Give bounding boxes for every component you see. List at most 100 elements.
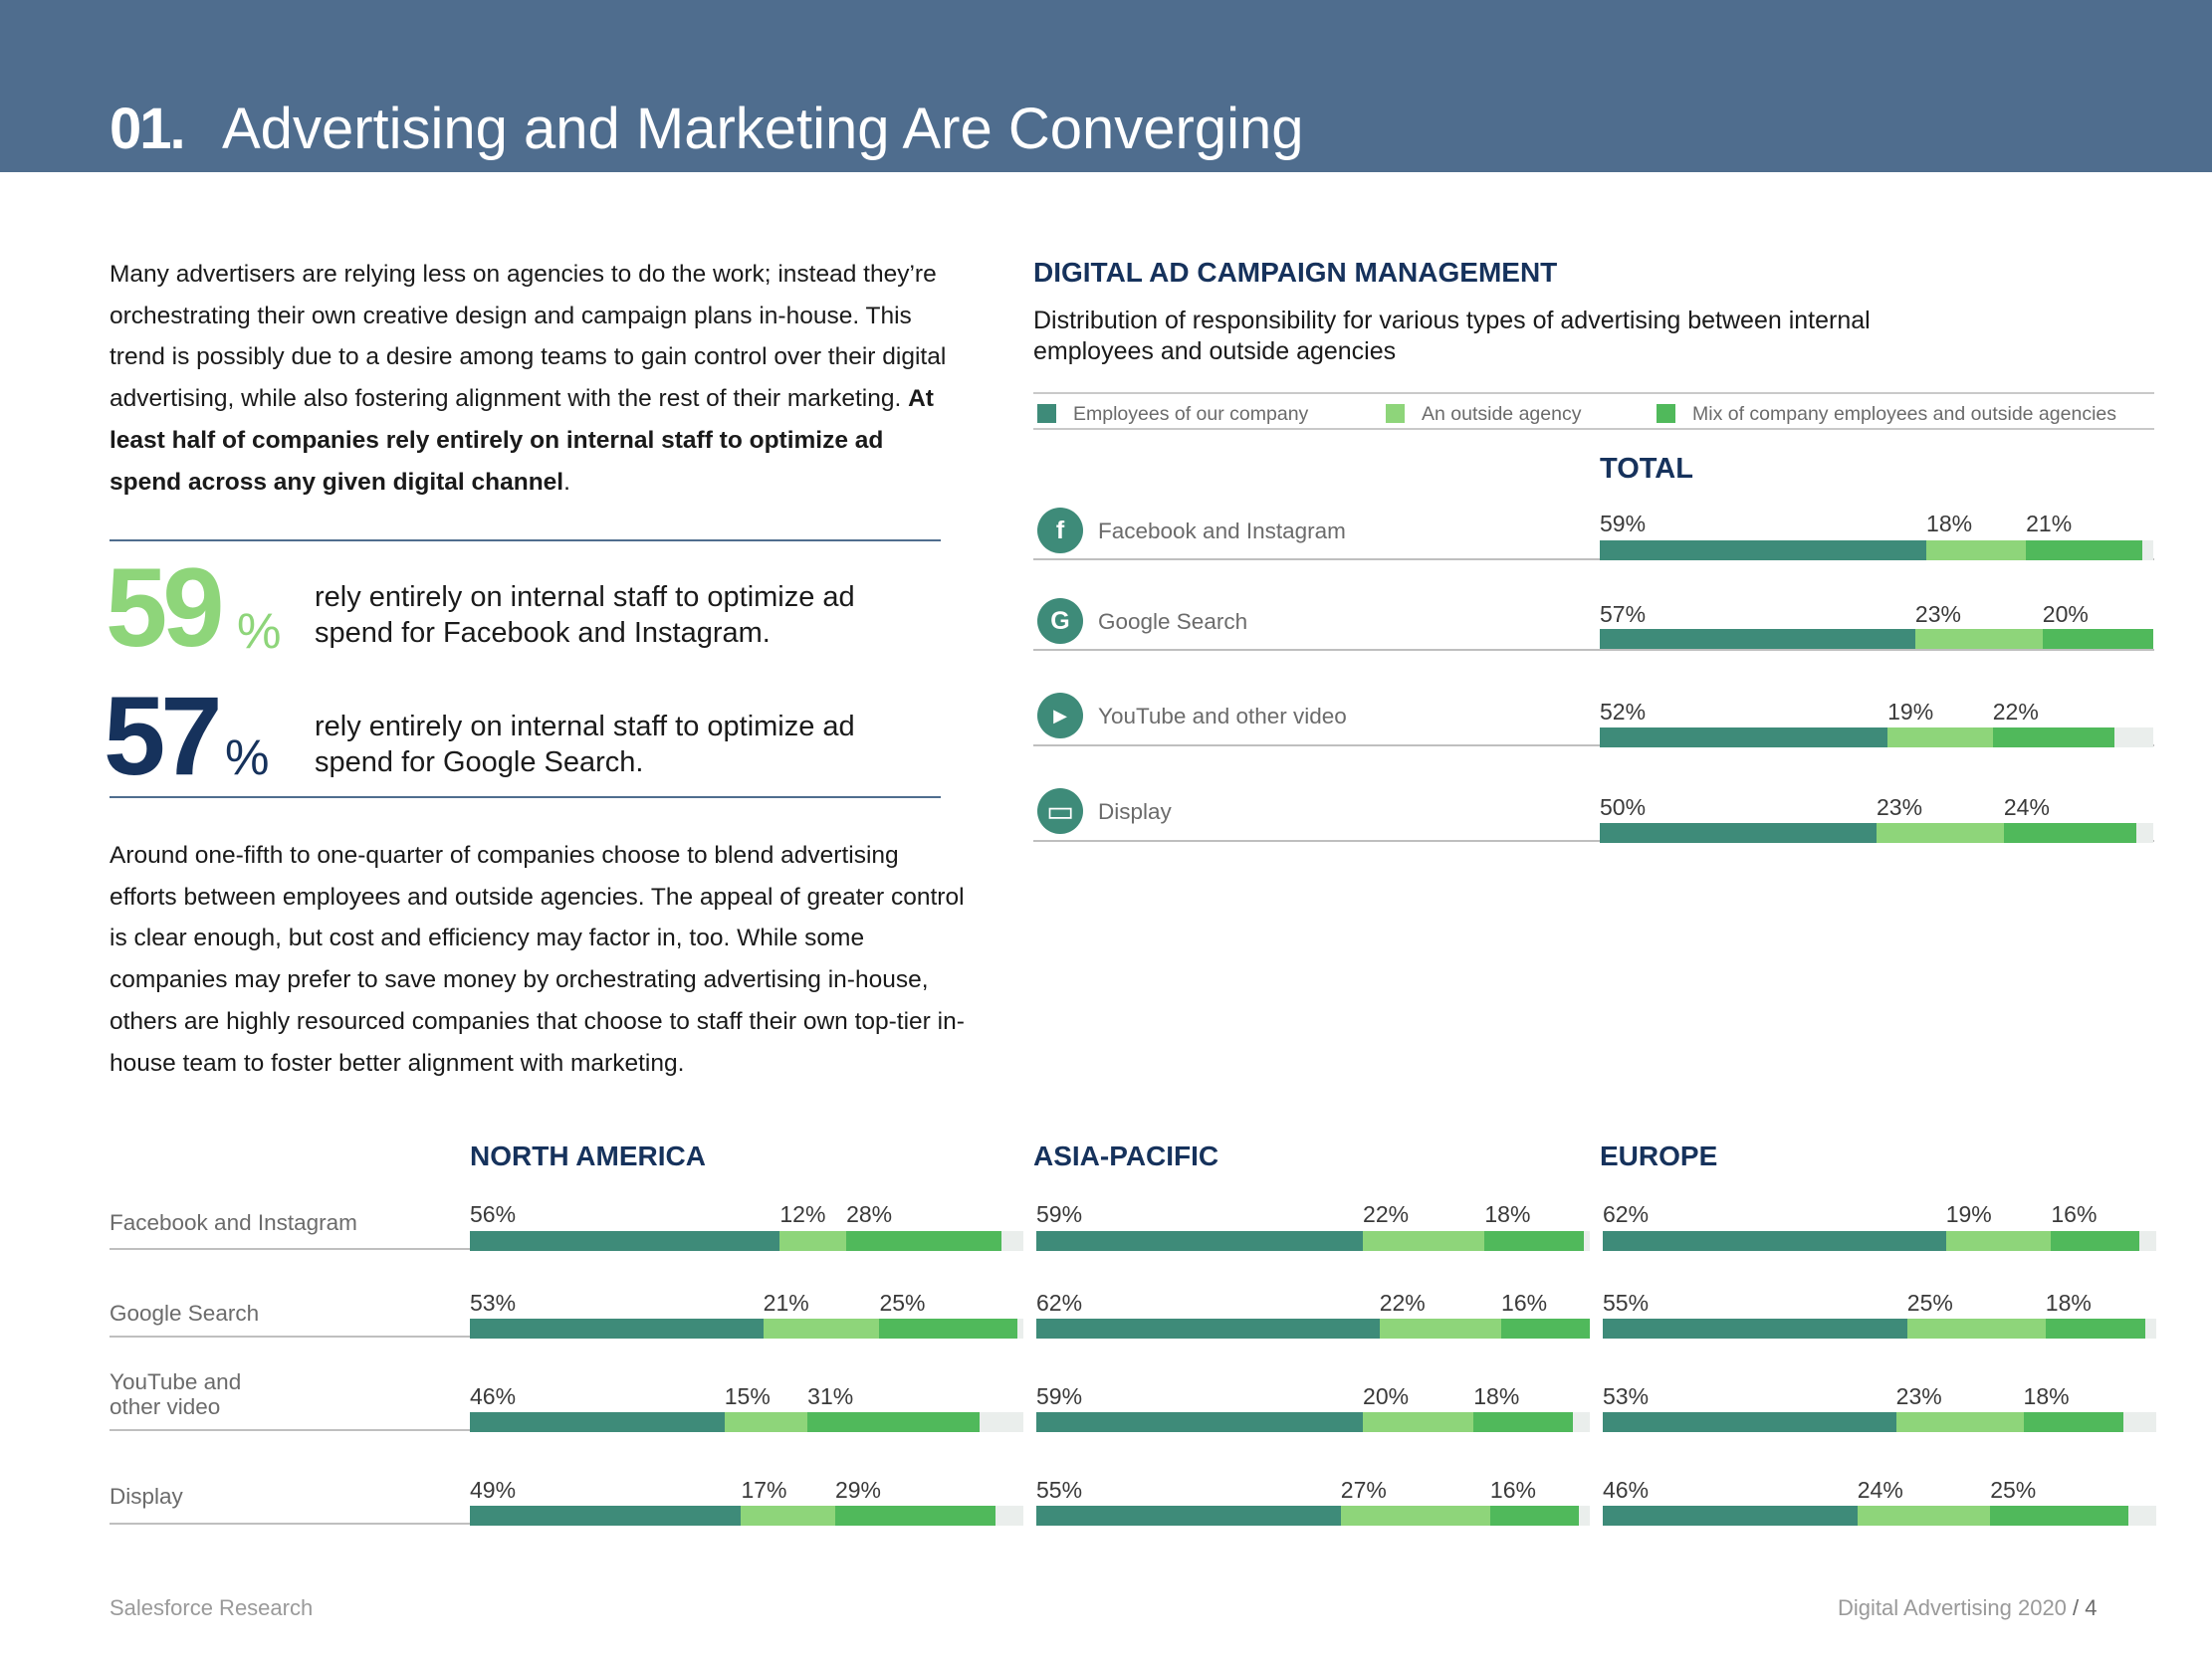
total-value-facebook-and-instagram-an-outside-agency: 18% (1926, 511, 1973, 536)
asia-pacific-track-google-search (1036, 1319, 1590, 1339)
total-value-youtube-and-other-video-an-outside-agency: 19% (1887, 699, 1934, 725)
asia-pacific-bar-facebook-and-instagram-mix-of-company-employees-and-outside-agencies (1484, 1231, 1585, 1251)
north-america-value-display-employees-of-our-company: 49% (470, 1477, 517, 1503)
asia-pacific-value-youtube-and-other-video-mix-of-company-employees-and-outside-agencies: 18% (1473, 1383, 1520, 1409)
legend-swatch-agency (1386, 404, 1405, 423)
total-value-facebook-and-instagram-employees-of-our-company: 59% (1600, 511, 1647, 536)
europe-bar-facebook-and-instagram-mix-of-company-employees-and-outside-agencies (2051, 1231, 2140, 1251)
europe-value-display-an-outside-agency: 24% (1857, 1477, 1903, 1503)
total-row-label-google-search: Google Search (1098, 609, 1248, 634)
footer-separator: / (2073, 1595, 2080, 1620)
total-value-display-an-outside-agency: 23% (1877, 794, 1923, 820)
page-title: Advertising and Marketing Are Converging (222, 97, 1304, 161)
legend-label-employees: Employees of our company (1073, 403, 1309, 425)
legend-item-mix: Mix of company employees and outside age… (1657, 403, 2116, 426)
region-title-north-america: NORTH AMERICA (470, 1141, 706, 1171)
asia-pacific-bar-facebook-and-instagram-an-outside-agency (1363, 1231, 1485, 1251)
stat-bottom-rule (110, 796, 941, 798)
europe-value-facebook-and-instagram-mix-of-company-employees-and-outside-agencies: 16% (2051, 1201, 2098, 1227)
europe-bar-youtube-and-other-video-an-outside-agency (1895, 1412, 2024, 1432)
total-bar-facebook-and-instagram-mix-of-company-employees-and-outside-agencies (2026, 540, 2142, 560)
total-bar-google-search-mix-of-company-employees-and-outside-agencies (2042, 629, 2153, 649)
asia-pacific-bar-google-search-an-outside-agency (1379, 1319, 1502, 1339)
north-america-bar-youtube-and-other-video-mix-of-company-employees-and-outside-agencies (807, 1412, 980, 1432)
europe-value-youtube-and-other-video-employees-of-our-company: 53% (1603, 1383, 1650, 1409)
asia-pacific-bar-display-employees-of-our-company (1036, 1506, 1341, 1526)
asia-pacific-bar-youtube-and-other-video-employees-of-our-company (1036, 1412, 1364, 1432)
asia-pacific-value-youtube-and-other-video-an-outside-agency: 20% (1363, 1383, 1410, 1409)
youtube-icon: ▶ (1037, 693, 1083, 738)
europe-bar-google-search-employees-of-our-company (1603, 1319, 1907, 1339)
north-america-bar-google-search-an-outside-agency (763, 1319, 880, 1339)
total-row-label-display: Display (1098, 799, 1172, 824)
asia-pacific-value-youtube-and-other-video-employees-of-our-company: 59% (1036, 1383, 1083, 1409)
intro-end: . (563, 468, 570, 496)
stat-value-google: 57 (104, 674, 223, 798)
total-bar-display-mix-of-company-employees-and-outside-agencies (2003, 823, 2137, 843)
total-row-line-facebook-and-instagram (1033, 558, 2154, 560)
footer-page-info: Digital Advertising 2020 / 4 (1838, 1595, 2098, 1621)
north-america-bar-youtube-and-other-video-employees-of-our-company (470, 1412, 725, 1432)
asia-pacific-bar-google-search-mix-of-company-employees-and-outside-agencies (1501, 1319, 1590, 1339)
region-row-label-youtube-and-other-video: YouTube and other video (110, 1369, 242, 1419)
asia-pacific-value-facebook-and-instagram-mix-of-company-employees-and-outside-agencies: 18% (1484, 1201, 1531, 1227)
europe-track-google-search (1603, 1319, 2156, 1339)
europe-bar-google-search-mix-of-company-employees-and-outside-agencies (2045, 1319, 2145, 1339)
stat-unit-facebook: % (237, 603, 282, 659)
total-bar-youtube-and-other-video-an-outside-agency (1887, 727, 1993, 747)
section-number: 01. (110, 97, 186, 161)
europe-track-facebook-and-instagram (1603, 1231, 2156, 1251)
total-bar-google-search-employees-of-our-company (1600, 629, 1915, 649)
total-value-google-search-employees-of-our-company: 57% (1600, 601, 1647, 627)
europe-bar-display-mix-of-company-employees-and-outside-agencies (1990, 1506, 2129, 1526)
europe-value-google-search-an-outside-agency: 25% (1906, 1290, 1953, 1316)
asia-pacific-value-google-search-mix-of-company-employees-and-outside-agencies: 16% (1501, 1290, 1548, 1316)
total-track-youtube-and-other-video (1600, 727, 2153, 747)
asia-pacific-value-google-search-employees-of-our-company: 62% (1036, 1290, 1083, 1316)
google-icon: G (1037, 598, 1083, 644)
north-america-track-google-search (470, 1319, 1023, 1339)
stat-text-google: rely entirely on internal staff to optim… (315, 711, 855, 778)
total-bar-youtube-and-other-video-mix-of-company-employees-and-outside-agencies (1992, 727, 2115, 747)
north-america-bar-facebook-and-instagram-employees-of-our-company (470, 1231, 780, 1251)
north-america-value-google-search-employees-of-our-company: 53% (470, 1290, 517, 1316)
legend-swatch-employees (1037, 404, 1056, 423)
chart-subtitle: Distribution of responsibility for vario… (1033, 307, 1871, 365)
total-value-google-search-mix-of-company-employees-and-outside-agencies: 20% (2042, 601, 2089, 627)
total-bar-facebook-and-instagram-an-outside-agency (1926, 540, 2027, 560)
asia-pacific-value-google-search-an-outside-agency: 22% (1379, 1290, 1426, 1316)
asia-pacific-value-display-mix-of-company-employees-and-outside-agencies: 16% (1489, 1477, 1536, 1503)
north-america-track-youtube-and-other-video (470, 1412, 1023, 1432)
region-title-asia-pacific: ASIA-PACIFIC (1033, 1141, 1219, 1171)
total-value-youtube-and-other-video-mix-of-company-employees-and-outside-agencies: 22% (1992, 699, 2039, 725)
north-america-value-youtube-and-other-video-an-outside-agency: 15% (724, 1383, 771, 1409)
north-america-bar-google-search-employees-of-our-company (470, 1319, 764, 1339)
asia-pacific-value-display-employees-of-our-company: 55% (1036, 1477, 1083, 1503)
europe-value-youtube-and-other-video-mix-of-company-employees-and-outside-agencies: 18% (2023, 1383, 2070, 1409)
asia-pacific-bar-youtube-and-other-video-an-outside-agency (1363, 1412, 1474, 1432)
north-america-value-youtube-and-other-video-employees-of-our-company: 46% (470, 1383, 517, 1409)
footer-report-title: Digital Advertising 2020 (1838, 1595, 2067, 1620)
asia-pacific-bar-google-search-employees-of-our-company (1036, 1319, 1380, 1339)
europe-value-google-search-employees-of-our-company: 55% (1603, 1290, 1650, 1316)
legend-item-employees: Employees of our company (1037, 403, 1308, 426)
asia-pacific-track-youtube-and-other-video (1036, 1412, 1590, 1432)
europe-bar-facebook-and-instagram-employees-of-our-company (1603, 1231, 1946, 1251)
asia-pacific-bar-youtube-and-other-video-mix-of-company-employees-and-outside-agencies (1473, 1412, 1574, 1432)
north-america-value-google-search-an-outside-agency: 21% (763, 1290, 809, 1316)
total-row-label-facebook-and-instagram: Facebook and Instagram (1098, 518, 1346, 543)
asia-pacific-track-facebook-and-instagram (1036, 1231, 1590, 1251)
north-america-value-facebook-and-instagram-mix-of-company-employees-and-outside-agencies: 28% (846, 1201, 893, 1227)
europe-bar-display-employees-of-our-company (1603, 1506, 1858, 1526)
footer-page-number: 4 (2085, 1595, 2098, 1620)
region-row-line-facebook-and-instagram (110, 1248, 470, 1250)
total-bar-display-employees-of-our-company (1600, 823, 1877, 843)
europe-value-facebook-and-instagram-employees-of-our-company: 62% (1603, 1201, 1650, 1227)
asia-pacific-track-display (1036, 1506, 1590, 1526)
europe-value-youtube-and-other-video-an-outside-agency: 23% (1895, 1383, 1942, 1409)
north-america-bar-display-employees-of-our-company (470, 1506, 742, 1526)
north-america-value-display-an-outside-agency: 17% (741, 1477, 787, 1503)
chart-legend: Employees of our company An outside agen… (1033, 392, 2154, 430)
total-track-google-search (1600, 629, 2153, 649)
north-america-track-display (470, 1506, 1023, 1526)
